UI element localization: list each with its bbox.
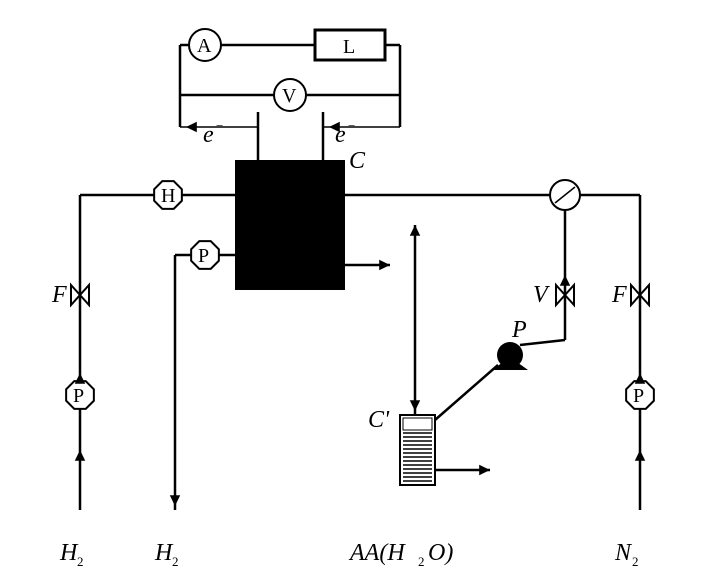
aa-label: AA(H [348,540,406,566]
label: P [198,245,209,267]
label: − [348,118,355,133]
label: H [161,185,175,207]
load-label: L [343,36,355,58]
fuel-cell [235,160,345,290]
h2-out: H [154,540,174,566]
label: 2 [418,554,425,569]
condenser-label: C' [368,407,390,433]
cell-label: C [349,148,366,174]
label: P [73,385,84,407]
electron-left: e [203,122,214,148]
voltmeter: V [282,85,297,107]
h2-in: H [59,540,79,566]
label: P [633,385,644,407]
ammeter: A [197,35,212,57]
label: 2 [172,554,179,569]
label: 2 [632,554,639,569]
v-label: V [533,282,550,308]
flow-f-left: F [51,282,67,308]
label: O) [428,540,453,566]
flow-f-right: F [611,282,627,308]
pump-label: P [511,317,527,343]
label: 2 [77,554,84,569]
electron-right: e [335,122,346,148]
label: − [216,118,223,133]
n2-label: N [614,540,633,566]
